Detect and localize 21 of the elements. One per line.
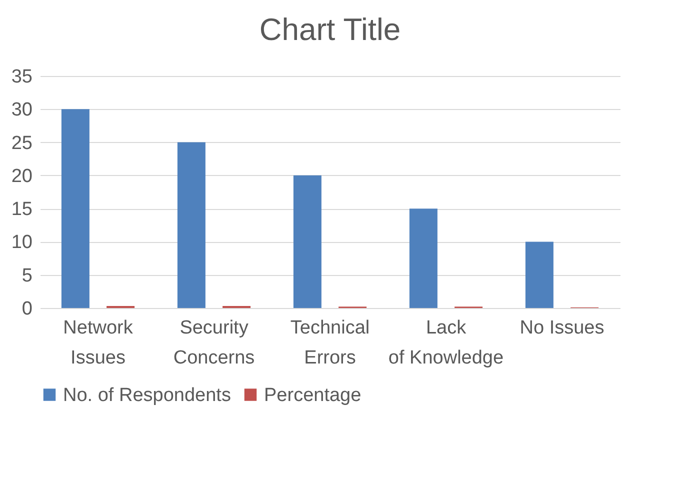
bar [525,242,554,308]
chart-title: Chart Title [259,12,401,47]
x-tick-label: Technical Errors [290,318,370,368]
x-tick-label: No Issues [520,318,604,338]
x-tick-label: Security Concerns [173,318,255,368]
y-tick-label: 20 [11,166,32,187]
bar [293,175,322,308]
x-tick-label: Network Issues [63,318,134,368]
y-tick-label: 30 [11,100,32,121]
bar [177,142,206,308]
legend-label: Percentage [264,384,362,406]
legend-label: No. of Respondents [63,384,231,406]
y-tick-label: 25 [11,132,32,154]
bar [61,109,90,308]
y-tick-label: 10 [11,232,32,254]
y-tick-label: 5 [22,265,32,286]
y-tick-label: 15 [11,199,32,220]
x-tick-label: Lack of Knowledge [388,318,504,368]
bar [409,208,438,308]
y-tick-label: 0 [22,298,32,320]
y-tick-label: 35 [11,66,32,88]
